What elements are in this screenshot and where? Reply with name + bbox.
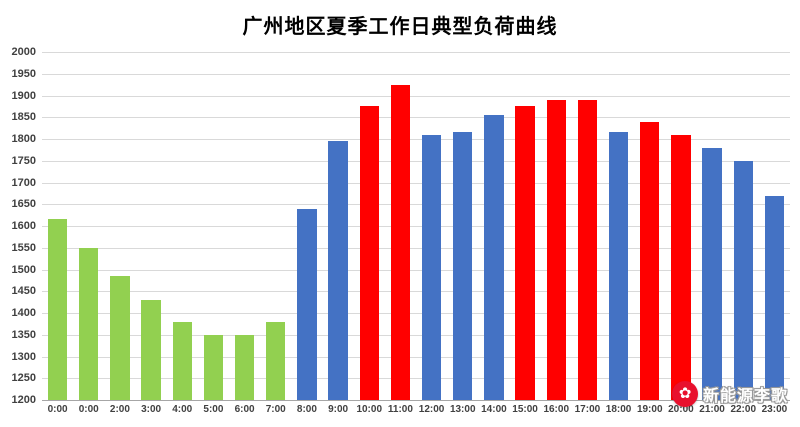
y-tick-label: 1700	[11, 176, 36, 189]
x-tick-label: 22:00	[730, 404, 757, 415]
bar-22:00	[733, 160, 753, 400]
y-tick-label: 1850	[11, 111, 36, 124]
x-tick-label: 8:00	[296, 404, 317, 415]
y-tick-label: 1200	[11, 394, 36, 406]
y-tick-label: 1350	[11, 328, 36, 341]
gridline	[42, 291, 790, 293]
bar-23:00	[764, 195, 785, 400]
bar-2:00	[110, 276, 130, 400]
y-tick-label: 1250	[11, 372, 36, 385]
bar-5:00	[203, 334, 224, 400]
x-axis-line	[42, 400, 790, 401]
x-tick-label: 13:00	[449, 404, 476, 415]
x-tick-label: 0:00	[47, 404, 68, 415]
gridline	[42, 356, 790, 358]
x-tick-label: 2:00	[109, 404, 130, 415]
x-tick-label: 17:00	[574, 404, 601, 415]
bar-9:00	[328, 141, 348, 400]
x-axis: 0:00 0:00 2:00 3:00 4:00 5:00 6:00 7:00 8:00 9:00…	[42, 404, 790, 422]
x-tick-label: 19:00	[636, 404, 663, 415]
gridline	[42, 204, 790, 206]
bar-11:00	[390, 84, 411, 400]
x-tick-label: 0:00	[78, 404, 99, 415]
flower-icon: ✿	[671, 381, 698, 407]
x-tick-label: 11:00	[387, 404, 413, 415]
bar-21:00	[702, 147, 722, 400]
gridline	[42, 226, 790, 227]
bar-17:00	[577, 99, 598, 400]
y-tick-label: 1950	[11, 67, 36, 80]
x-tick-label: 4:00	[172, 404, 193, 415]
gridline	[42, 139, 790, 140]
x-tick-label: 23:00	[761, 404, 788, 415]
bar-7:00	[266, 321, 286, 400]
bar-6:00	[234, 334, 255, 400]
x-tick-label: 7:00	[265, 404, 286, 415]
gridline	[42, 52, 790, 53]
gridline	[42, 378, 790, 380]
bar-19:00	[640, 121, 660, 400]
gridline	[42, 95, 790, 97]
bar-18:00	[608, 132, 629, 400]
bar-0:00	[47, 219, 68, 400]
watermark: ✿ 新能源李歌	[671, 381, 788, 407]
y-tick-label: 1500	[11, 263, 36, 276]
x-tick-label: 18:00	[605, 404, 632, 415]
y-tick-label: 1900	[11, 89, 36, 102]
bar-12:00	[421, 134, 442, 400]
x-tick-label: 14:00	[481, 404, 507, 415]
bar-3:00	[141, 299, 161, 400]
plot-area	[42, 52, 790, 401]
gridline	[42, 247, 790, 249]
y-tick-label: 1750	[11, 154, 36, 167]
gridline	[42, 73, 790, 75]
watermark-text: 新能源李歌	[702, 388, 788, 405]
y-tick-label: 1400	[11, 307, 36, 319]
bar-20:00	[671, 134, 691, 400]
x-tick-label: 12:00	[418, 404, 445, 415]
y-axis: 1200 1250 1300 1350 1400 1450 1500 1550 1600 1650…	[0, 46, 38, 406]
y-tick-label: 1800	[11, 133, 36, 145]
gridline	[42, 313, 790, 314]
bar-10:00	[359, 106, 379, 400]
bar-14:00	[484, 115, 504, 400]
gridline	[42, 160, 790, 162]
bar-8:00	[297, 208, 317, 400]
y-tick-label: 1550	[11, 241, 36, 254]
x-tick-label: 15:00	[512, 404, 538, 415]
y-tick-label: 1450	[11, 285, 36, 298]
bar-15:00	[515, 106, 535, 400]
gridline	[42, 182, 790, 184]
y-tick-label: 2000	[11, 46, 36, 58]
x-tick-label: 9:00	[328, 404, 349, 415]
gridline	[42, 334, 790, 336]
y-tick-label: 1300	[11, 350, 36, 363]
x-tick-label: 10:00	[356, 404, 383, 415]
x-tick-label: 20:00	[668, 404, 694, 415]
gridline	[42, 117, 790, 119]
chart-title: 广州地区夏季工作日典型负荷曲线	[242, 16, 558, 38]
bar-16:00	[546, 99, 566, 400]
y-tick-label: 1600	[11, 220, 36, 232]
bar-0:00	[79, 247, 99, 400]
x-tick-label: 3:00	[141, 404, 162, 415]
x-tick-label: 6:00	[234, 404, 255, 415]
x-tick-label: 5:00	[203, 404, 224, 415]
bar-4:00	[172, 321, 192, 400]
x-tick-label: 16:00	[543, 404, 570, 415]
gridline	[42, 269, 790, 271]
bar-13:00	[453, 132, 473, 400]
x-tick-label: 21:00	[699, 404, 725, 415]
y-tick-label: 1650	[11, 198, 36, 211]
